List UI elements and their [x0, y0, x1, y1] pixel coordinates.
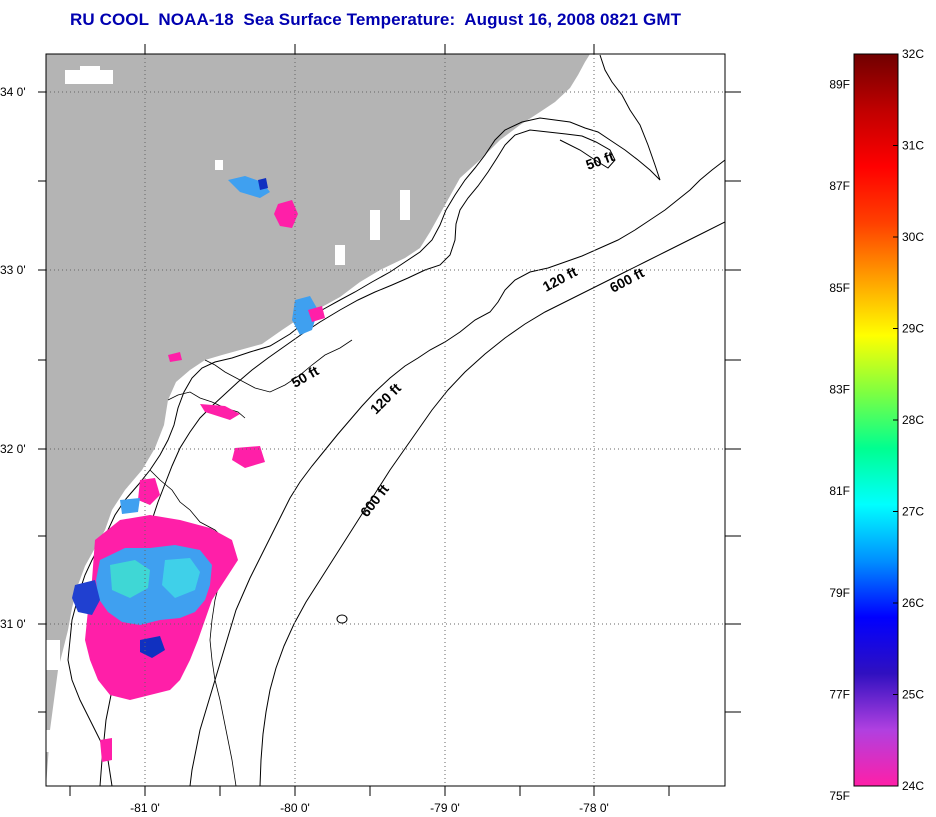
colorbar-label-celsius: 31C — [902, 139, 924, 153]
land-mass — [46, 54, 590, 786]
colorbar-label-fahrenheit: 79F — [829, 586, 850, 600]
map-area — [46, 54, 725, 786]
lat-label-31: 31 0' — [0, 617, 26, 631]
lat-label-32: 32 0' — [0, 442, 26, 456]
map-title: RU COOL NOAA-18 Sea Surface Temperature:… — [70, 10, 682, 29]
map-frame — [45, 53, 726, 787]
colorbar-gradient — [853, 53, 899, 787]
colorbar-label-celsius: 30C — [902, 230, 924, 244]
colorbar-label-celsius: 29C — [902, 322, 924, 336]
lon-label-81: -81 0' — [130, 801, 160, 815]
colorbar-label-celsius: 28C — [902, 413, 924, 427]
colorbar-label-fahrenheit: 83F — [829, 383, 850, 397]
lat-label-34: 34 0' — [0, 85, 26, 99]
colorbar-label-celsius: 32C — [902, 47, 924, 61]
lat-label-33: 33 0' — [0, 263, 26, 277]
colorbar-label-fahrenheit: 77F — [829, 688, 850, 702]
contour-blip — [336, 614, 348, 624]
colorbar-label-celsius: 26C — [902, 596, 924, 610]
sst-pixels — [72, 176, 325, 762]
coast-detail — [67, 54, 661, 786]
lon-label-79: -79 0' — [430, 801, 460, 815]
colorbar-label-celsius: 25C — [902, 688, 924, 702]
colorbar-label-fahrenheit: 89F — [829, 78, 850, 92]
lon-label-78: -78 0' — [579, 801, 609, 815]
colorbar-label-fahrenheit: 75F — [829, 789, 850, 803]
colorbar-label-fahrenheit: 87F — [829, 179, 850, 193]
map-ticks — [38, 44, 741, 796]
colorbar-label-celsius: 24C — [902, 779, 924, 793]
colorbar-label-fahrenheit: 85F — [829, 281, 850, 295]
contour-120ft — [189, 159, 725, 786]
colorbar-label-fahrenheit: 81F — [829, 484, 850, 498]
colorbar-label-celsius: 27C — [902, 505, 924, 519]
lon-label-80: -80 0' — [280, 801, 310, 815]
cloud-pixels — [46, 66, 410, 752]
contour-600ft — [259, 221, 725, 786]
colorbar: 32C 31C 30C 29C 28C 27C 26C 25C 24C 89F 87F 85F 83F 8… — [829, 47, 924, 803]
